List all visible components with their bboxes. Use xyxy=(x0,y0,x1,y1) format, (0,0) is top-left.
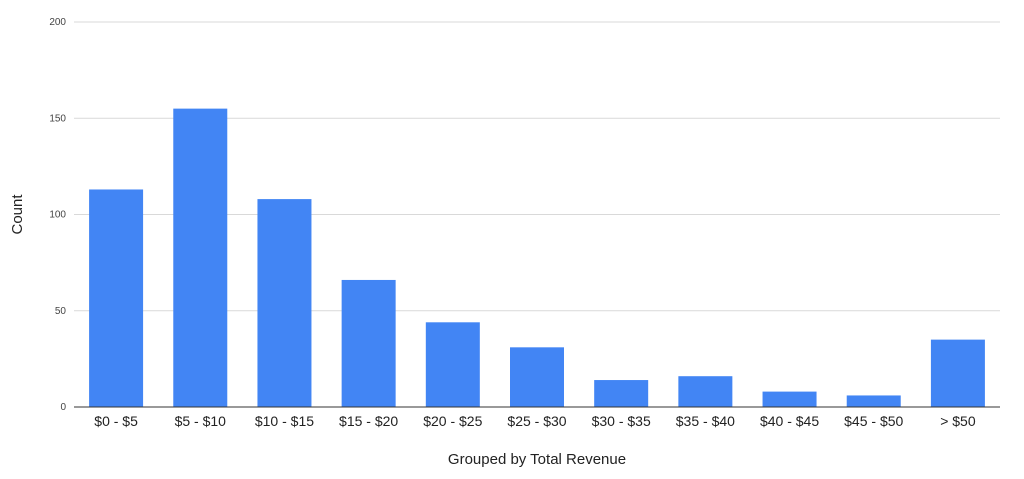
x-tick-label: $40 - $45 xyxy=(760,413,819,429)
bar xyxy=(425,322,480,407)
bar xyxy=(930,339,985,407)
bars xyxy=(89,108,985,407)
x-tick-label: $20 - $25 xyxy=(423,413,482,429)
x-tick-label: > $50 xyxy=(940,413,976,429)
x-tick-label: $5 - $10 xyxy=(175,413,227,429)
y-tick-label: 50 xyxy=(55,306,67,317)
y-tick-label: 200 xyxy=(49,17,66,28)
y-axis-title: Count xyxy=(9,194,26,235)
x-axis-ticks: $0 - $5 $5 - $10 $10 - $15 $15 - $20 $20 - $… xyxy=(94,413,976,429)
x-tick-label: $45 - $50 xyxy=(844,413,903,429)
x-tick-label: $35 - $40 xyxy=(676,413,735,429)
gridlines xyxy=(74,21,1000,312)
y-tick-label: 100 xyxy=(49,210,66,221)
bar xyxy=(257,199,312,407)
y-axis-ticks: 0 50 100 150 200 xyxy=(49,17,66,413)
bar xyxy=(846,395,901,407)
x-tick-label: $30 - $35 xyxy=(592,413,651,429)
bar xyxy=(762,391,817,407)
y-tick-label: 150 xyxy=(49,113,66,124)
x-tick-label: $25 - $30 xyxy=(507,413,566,429)
bar xyxy=(89,189,144,407)
bar xyxy=(678,376,733,407)
x-axis-title: Grouped by Total Revenue xyxy=(448,451,626,468)
x-tick-label: $10 - $15 xyxy=(255,413,314,429)
bar xyxy=(173,108,228,407)
x-tick-label: $0 - $5 xyxy=(94,413,138,429)
bar xyxy=(594,380,649,407)
y-tick-label: 0 xyxy=(60,402,66,413)
bar xyxy=(341,279,396,407)
bar xyxy=(510,347,564,407)
x-tick-label: $15 - $20 xyxy=(339,413,398,429)
